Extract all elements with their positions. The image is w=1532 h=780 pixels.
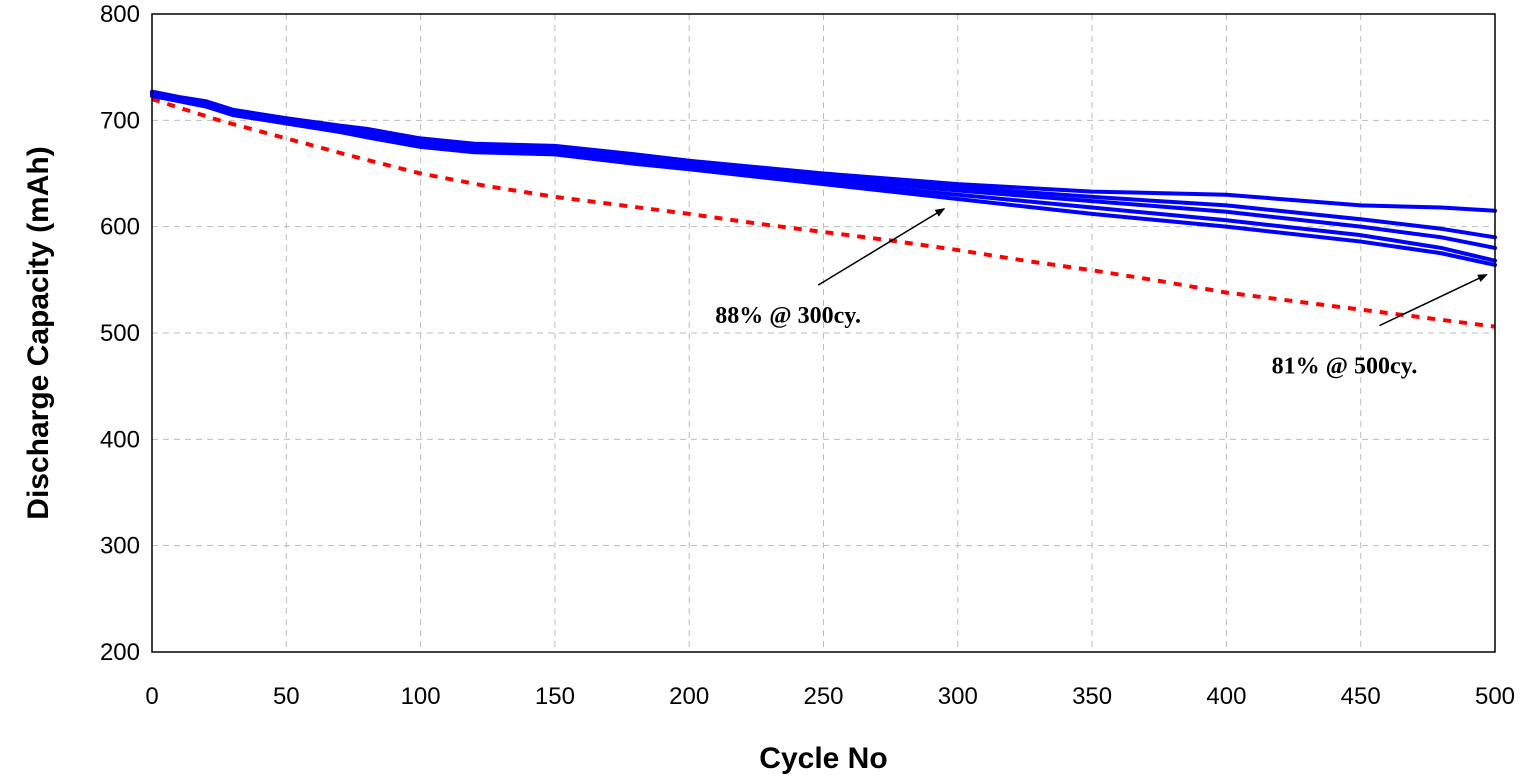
reference-line: [151, 97, 1496, 329]
x-tick-label: 450: [1341, 683, 1381, 710]
y-axis-title: Discharge Capacity (mAh): [22, 146, 55, 519]
series-line-5: [150, 93, 1497, 267]
y-tick-label: 800: [100, 1, 140, 28]
x-tick-label: 200: [669, 683, 709, 710]
x-tick-label: 50: [273, 683, 300, 710]
annotation-label: 81% @ 500cy.: [1272, 354, 1418, 380]
x-tick-labels: 0 50 100 150 200 250 300 350 400 450 500: [145, 683, 1515, 710]
plot-frame: [151, 13, 1496, 653]
x-tick-label: 150: [535, 683, 575, 710]
annotations: 88% @ 300cy. 81% @ 500cy.: [715, 207, 1488, 380]
y-tick-labels: 200 300 400 500 600 700 800: [100, 1, 140, 666]
x-tick-label: 250: [803, 683, 843, 710]
x-tick-label: 0: [145, 683, 158, 710]
y-tick-label: 600: [100, 214, 140, 241]
reference-series-line: [151, 97, 1496, 329]
x-tick-label: 400: [1206, 683, 1246, 710]
annotation-label: 88% @ 300cy.: [715, 303, 861, 329]
annotation-arrow: [817, 207, 946, 286]
x-axis-title: Cycle No: [759, 742, 887, 775]
series-line-1: [150, 89, 1497, 213]
annotation-arrow: [1379, 273, 1488, 327]
x-tick-label: 100: [401, 683, 441, 710]
y-tick-label: 300: [100, 533, 140, 560]
series-lines: [150, 89, 1497, 267]
grid: [152, 14, 1495, 652]
y-tick-label: 400: [100, 426, 140, 453]
x-tick-label: 300: [938, 683, 978, 710]
y-tick-label: 200: [100, 639, 140, 666]
x-tick-label: 500: [1475, 683, 1515, 710]
y-tick-label: 500: [100, 320, 140, 347]
x-tick-label: 350: [1072, 683, 1112, 710]
y-tick-label: 700: [100, 107, 140, 134]
